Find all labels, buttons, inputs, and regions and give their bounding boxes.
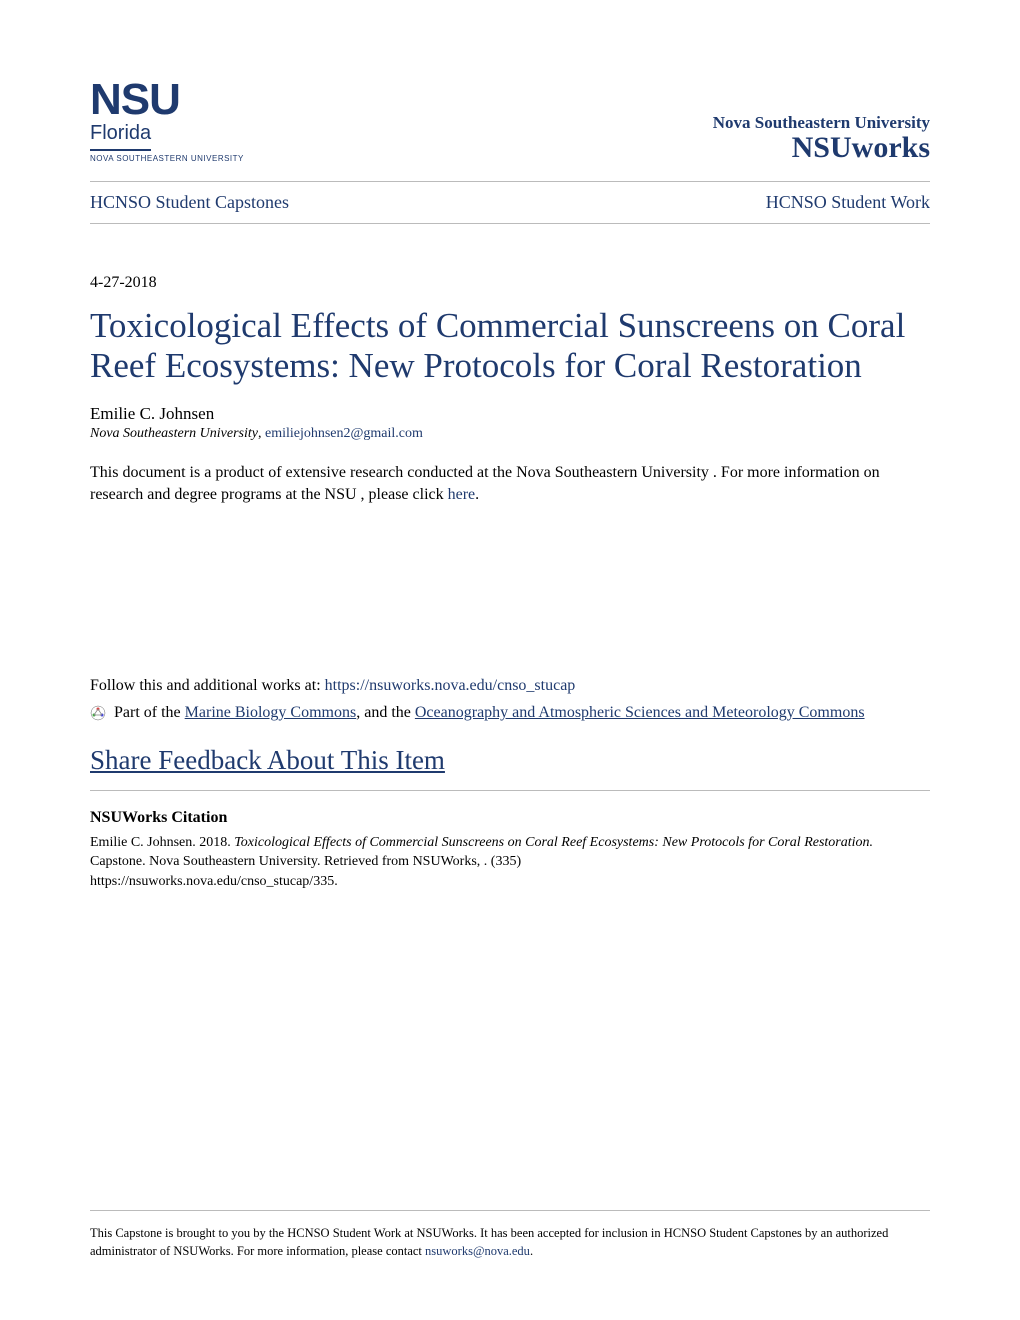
paper-title: Toxicological Effects of Commercial Suns… — [90, 306, 930, 387]
author-email-link[interactable]: emiliejohnsen2@gmail.com — [265, 426, 423, 441]
follow-prefix: Follow this and additional works at: — [90, 677, 325, 694]
nsu-tagline: NOVA SOUTHEASTERN UNIVERSITY — [90, 154, 244, 163]
commons-prefix: Part of the — [110, 704, 185, 721]
citation-url: https://nsuworks.nova.edu/cnso_stucap/33… — [90, 874, 338, 889]
description-suffix: . — [475, 486, 479, 503]
footer-suffix: . — [530, 1244, 533, 1258]
description-here-link[interactable]: here — [448, 486, 476, 503]
network-icon — [90, 705, 106, 721]
university-name: Nova Southeastern University — [713, 113, 930, 133]
author-name: Emilie C. Johnsen — [90, 404, 930, 424]
citation-text: Emilie C. Johnsen. 2018. Toxicological E… — [90, 833, 930, 892]
nsu-logo-block: NSU Florida NOVA SOUTHEASTERN UNIVERSITY — [90, 80, 244, 163]
breadcrumb-nav: HCNSO Student Capstones HCNSO Student Wo… — [90, 181, 930, 224]
affiliation-text: Nova Southeastern University — [90, 426, 258, 441]
site-name: NSUworks — [713, 133, 930, 163]
affiliation-line: Nova Southeastern University, emiliejohn… — [90, 426, 930, 442]
header-row: NSU Florida NOVA SOUTHEASTERN UNIVERSITY… — [90, 80, 930, 163]
footer-email-link[interactable]: nsuworks@nova.edu — [425, 1244, 530, 1258]
description-prefix: This document is a product of extensive … — [90, 464, 880, 503]
feedback-heading-link[interactable]: Share Feedback About This Item — [90, 745, 930, 791]
commons-mid: , and the — [356, 704, 415, 721]
citation-title-italic: Toxicological Effects of Commercial Suns… — [234, 835, 873, 850]
nsu-logo-text: NSU — [90, 80, 244, 120]
footer-text: This Capstone is brought to you by the H… — [90, 1210, 930, 1260]
nsu-florida-text: Florida — [90, 122, 151, 151]
commons-link-1[interactable]: Marine Biology Commons — [185, 704, 357, 721]
nav-left-link[interactable]: HCNSO Student Capstones — [90, 192, 289, 213]
description-paragraph: This document is a product of extensive … — [90, 462, 930, 507]
citation-heading: NSUWorks Citation — [90, 809, 930, 827]
commons-line: Part of the Marine Biology Commons, and … — [90, 701, 930, 725]
nav-right-link[interactable]: HCNSO Student Work — [766, 192, 930, 213]
publication-date: 4-27-2018 — [90, 274, 930, 292]
commons-link-2[interactable]: Oceanography and Atmospheric Sciences an… — [415, 704, 865, 721]
follow-line: Follow this and additional works at: htt… — [90, 677, 930, 695]
citation-author-year: Emilie C. Johnsen. 2018. — [90, 835, 234, 850]
follow-url-link[interactable]: https://nsuworks.nova.edu/cnso_stucap — [325, 677, 576, 694]
header-right: Nova Southeastern University NSUworks — [713, 113, 930, 163]
citation-rest: Capstone. Nova Southeastern University. … — [90, 854, 521, 869]
